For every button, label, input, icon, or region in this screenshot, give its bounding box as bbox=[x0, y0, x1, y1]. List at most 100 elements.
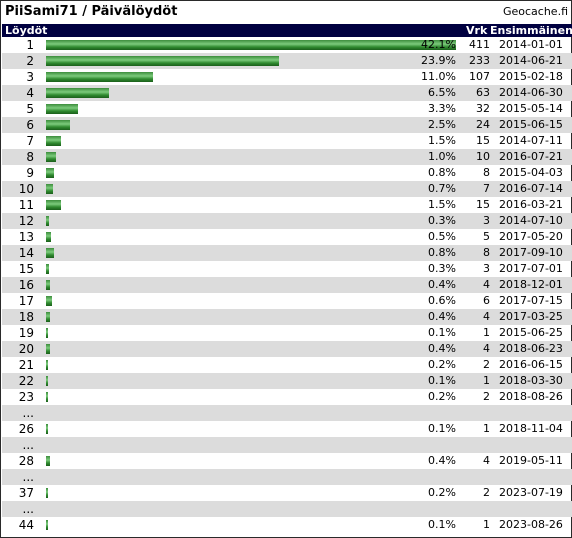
first-date: 2015-05-14 bbox=[499, 102, 563, 115]
share-bar bbox=[46, 248, 54, 258]
table-row: 23 0.2% 2 2018-08-26 bbox=[2, 389, 572, 405]
first-date: 2015-04-03 bbox=[499, 166, 563, 179]
finds-count: 4 bbox=[26, 86, 34, 100]
column-header-finds: Löydöt bbox=[5, 24, 48, 37]
table-row: 6 2.5% 24 2015-06-15 bbox=[2, 117, 572, 133]
share-percent: 0.7% bbox=[428, 182, 456, 195]
page-title: PiiSami71 / Päivälöydöt bbox=[5, 4, 178, 19]
table-row: 1 42.1% 411 2014-01-01 bbox=[2, 37, 572, 53]
column-header-first: Ensimmäinen bbox=[490, 24, 572, 37]
share-percent: 42.1% bbox=[421, 38, 456, 51]
day-count: 15 bbox=[476, 134, 490, 147]
share-percent: 0.6% bbox=[428, 294, 456, 307]
day-count: 15 bbox=[476, 198, 490, 211]
share-bar bbox=[46, 88, 109, 98]
share-bar bbox=[46, 456, 50, 466]
share-percent: 0.1% bbox=[428, 518, 456, 531]
share-bar bbox=[46, 152, 56, 162]
first-date: 2015-06-15 bbox=[499, 118, 563, 131]
share-bar bbox=[46, 136, 61, 146]
share-bar bbox=[46, 360, 48, 370]
first-date: 2018-08-26 bbox=[499, 390, 563, 403]
first-date: 2017-07-01 bbox=[499, 262, 563, 275]
share-percent: 0.5% bbox=[428, 230, 456, 243]
finds-count: 2 bbox=[26, 54, 34, 68]
day-count: 1 bbox=[483, 374, 490, 387]
table-row: 8 1.0% 10 2016-07-21 bbox=[2, 149, 572, 165]
table-row: 11 1.5% 15 2016-03-21 bbox=[2, 197, 572, 213]
table-row: 9 0.8% 8 2015-04-03 bbox=[2, 165, 572, 181]
first-date: 2019-05-11 bbox=[499, 454, 563, 467]
first-date: 2017-09-10 bbox=[499, 246, 563, 259]
brand-label: Geocache.fi bbox=[502, 5, 568, 18]
table-row: 20 0.4% 4 2018-06-23 bbox=[2, 341, 572, 357]
day-count: 1 bbox=[483, 326, 490, 339]
finds-count: 21 bbox=[18, 358, 34, 372]
share-percent: 11.0% bbox=[421, 70, 456, 83]
share-bar bbox=[46, 312, 50, 322]
first-date: 2018-03-30 bbox=[499, 374, 563, 387]
finds-count: 22 bbox=[18, 374, 34, 388]
table-row: 13 0.5% 5 2017-05-20 bbox=[2, 229, 572, 245]
share-bar bbox=[46, 200, 61, 210]
share-percent: 0.2% bbox=[428, 390, 456, 403]
day-count: 24 bbox=[476, 118, 490, 131]
finds-count: 6 bbox=[26, 118, 34, 132]
share-bar bbox=[46, 520, 48, 530]
finds-count: 15 bbox=[18, 262, 34, 276]
finds-count: 44 bbox=[18, 518, 34, 532]
first-date: 2014-07-10 bbox=[499, 214, 563, 227]
first-date: 2014-01-01 bbox=[499, 38, 563, 51]
first-date: 2014-07-11 bbox=[499, 134, 563, 147]
finds-count: 1 bbox=[26, 38, 34, 52]
ellipsis-row: ... bbox=[2, 501, 572, 517]
day-count: 7 bbox=[483, 182, 490, 195]
day-count: 3 bbox=[483, 262, 490, 275]
day-count: 107 bbox=[469, 70, 490, 83]
day-count: 8 bbox=[483, 246, 490, 259]
table-row: 21 0.2% 2 2016-06-15 bbox=[2, 357, 572, 373]
table-row: 28 0.4% 4 2019-05-11 bbox=[2, 453, 572, 469]
day-count: 3 bbox=[483, 214, 490, 227]
share-percent: 0.2% bbox=[428, 486, 456, 499]
table-row: 44 0.1% 1 2023-08-26 bbox=[2, 517, 572, 533]
day-count: 4 bbox=[483, 278, 490, 291]
share-bar bbox=[46, 72, 153, 82]
first-date: 2023-08-26 bbox=[499, 518, 563, 531]
share-bar bbox=[46, 344, 50, 354]
finds-count: 17 bbox=[18, 294, 34, 308]
table-row: 2 23.9% 233 2014-06-21 bbox=[2, 53, 572, 69]
panel-header: PiiSami71 / Päivälöydöt Geocache.fi bbox=[2, 2, 572, 24]
first-date: 2014-06-30 bbox=[499, 86, 563, 99]
table-row: 7 1.5% 15 2014-07-11 bbox=[2, 133, 572, 149]
table-row: 4 6.5% 63 2014-06-30 bbox=[2, 85, 572, 101]
table-row: 17 0.6% 6 2017-07-15 bbox=[2, 293, 572, 309]
finds-count: 11 bbox=[18, 198, 34, 212]
share-percent: 0.1% bbox=[428, 326, 456, 339]
finds-count: 5 bbox=[26, 102, 34, 116]
day-count: 4 bbox=[483, 342, 490, 355]
column-header-days: Vrk bbox=[466, 24, 488, 37]
table-row: 16 0.4% 4 2018-12-01 bbox=[2, 277, 572, 293]
finds-count: 10 bbox=[18, 182, 34, 196]
day-count: 411 bbox=[469, 38, 490, 51]
table-row: 12 0.3% 3 2014-07-10 bbox=[2, 213, 572, 229]
day-count: 233 bbox=[469, 54, 490, 67]
first-date: 2015-02-18 bbox=[499, 70, 563, 83]
first-date: 2018-06-23 bbox=[499, 342, 563, 355]
share-bar bbox=[46, 184, 53, 194]
finds-count: 13 bbox=[18, 230, 34, 244]
table-row: 15 0.3% 3 2017-07-01 bbox=[2, 261, 572, 277]
first-date: 2016-03-21 bbox=[499, 198, 563, 211]
finds-count: ... bbox=[22, 502, 34, 516]
first-date: 2017-05-20 bbox=[499, 230, 563, 243]
share-bar bbox=[46, 104, 78, 114]
share-percent: 1.5% bbox=[428, 198, 456, 211]
share-bar bbox=[46, 376, 48, 386]
share-percent: 0.3% bbox=[428, 214, 456, 227]
ellipsis-row: ... bbox=[2, 437, 572, 453]
first-date: 2017-07-15 bbox=[499, 294, 563, 307]
share-bar bbox=[46, 328, 48, 338]
table-row: 26 0.1% 1 2018-11-04 bbox=[2, 421, 572, 437]
finds-count: ... bbox=[22, 438, 34, 452]
